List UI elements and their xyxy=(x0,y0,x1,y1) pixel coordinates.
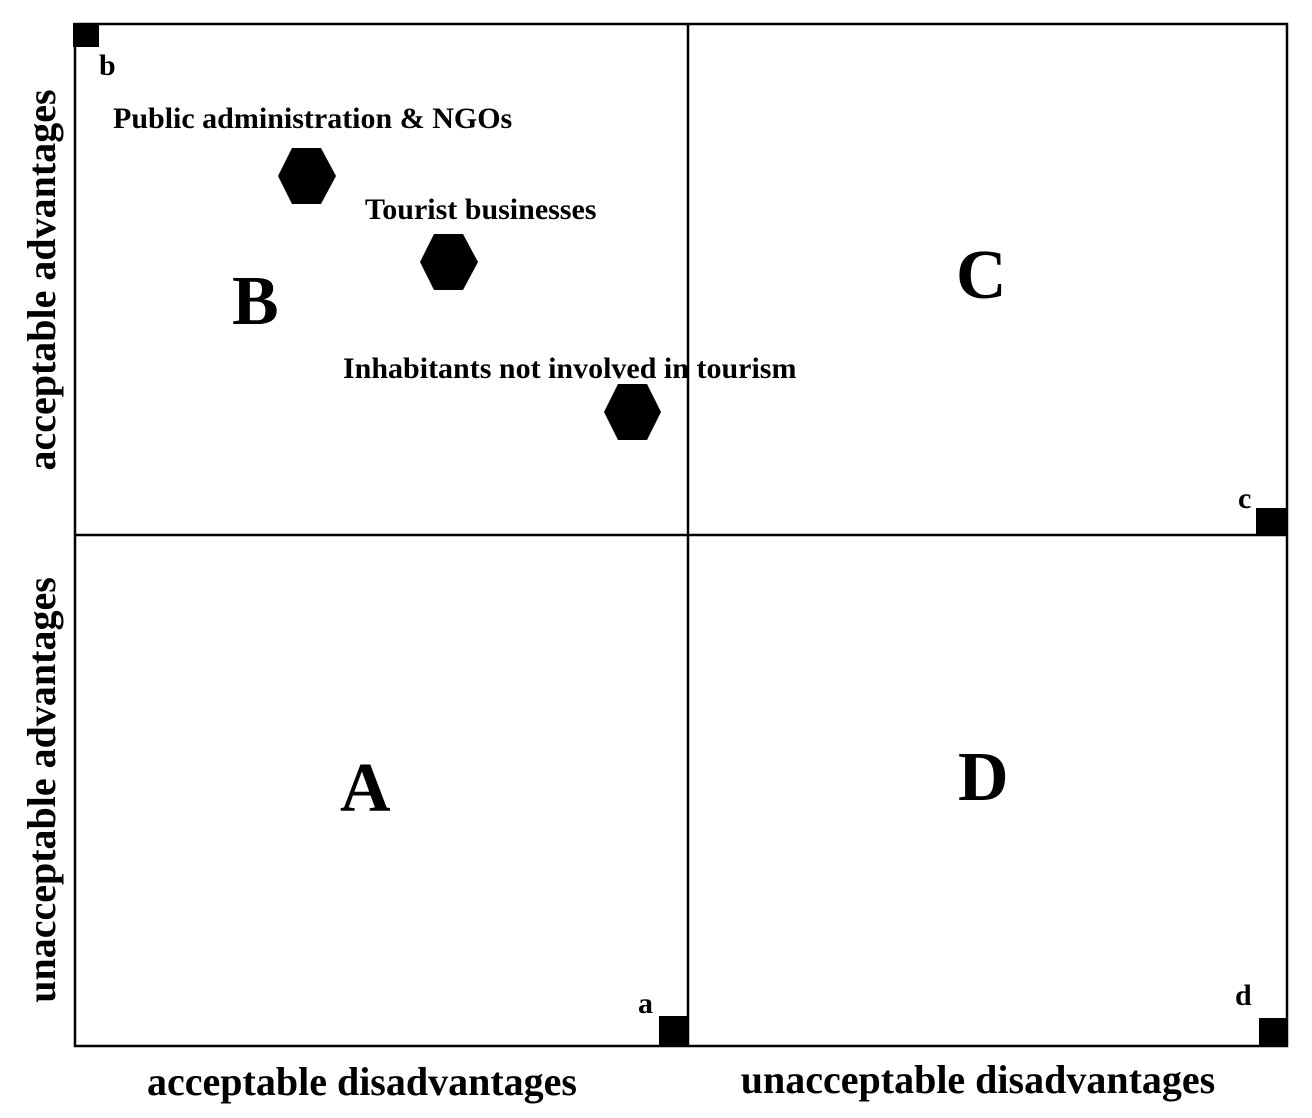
stakeholder-marker-inhabitants xyxy=(604,384,661,440)
corner-marker-a xyxy=(659,1016,689,1046)
corner-label-a: a xyxy=(638,987,653,1020)
stakeholder-label-public-administration: Public administration & NGOs xyxy=(113,102,512,135)
quadrant-label-b: B xyxy=(232,263,279,340)
stakeholder-label-inhabitants: Inhabitants not involved in tourism xyxy=(343,352,796,385)
corner-label-b: b xyxy=(99,49,116,82)
axis-label-acceptable-disadvantages: acceptable disadvantages xyxy=(147,1059,577,1104)
quadrant-label-c: C xyxy=(956,237,1007,314)
axis-label-unacceptable-advantages: unacceptable advantages xyxy=(19,577,64,1003)
quadrant-label-d: D xyxy=(958,739,1009,816)
axis-label-unacceptable-disadvantages: unacceptable disadvantages xyxy=(741,1057,1216,1102)
quadrant-label-a: A xyxy=(340,750,391,827)
stakeholder-marker-public-administration xyxy=(278,148,336,204)
corner-label-d: d xyxy=(1235,979,1252,1012)
stakeholder-label-tourist-businesses: Tourist businesses xyxy=(365,193,596,226)
corner-marker-c xyxy=(1256,508,1286,536)
axis-label-acceptable-advantages: acceptable advantages xyxy=(19,89,64,470)
corner-marker-d xyxy=(1259,1018,1287,1046)
corner-marker-b xyxy=(73,23,99,47)
corner-label-c: c xyxy=(1238,482,1251,515)
stakeholder-marker-tourist-businesses xyxy=(420,234,478,290)
